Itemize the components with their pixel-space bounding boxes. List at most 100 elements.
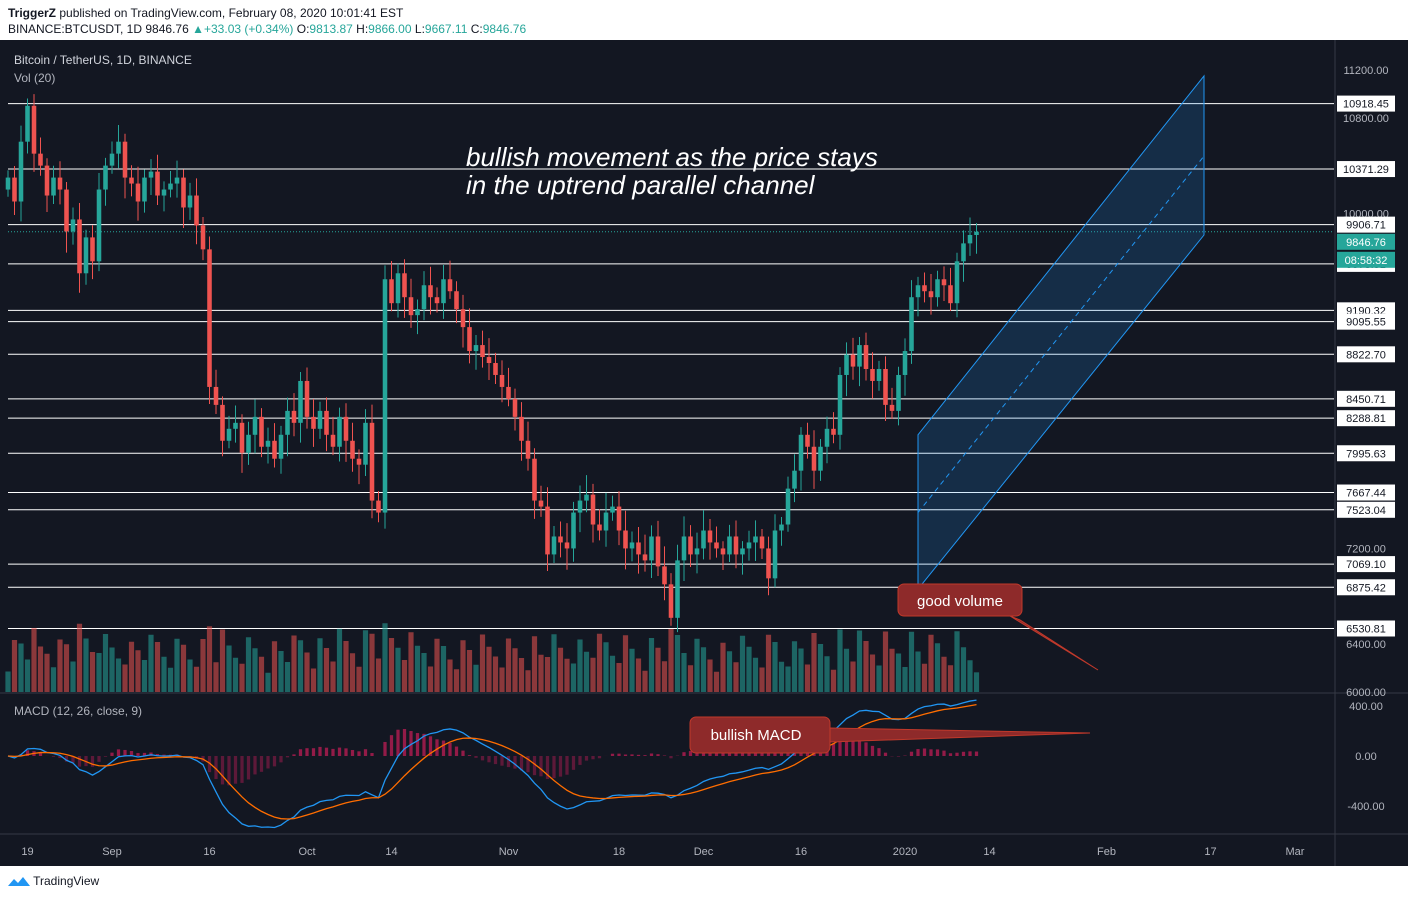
volume-bar xyxy=(583,651,590,692)
volume-bar xyxy=(161,656,167,692)
candle-body xyxy=(467,327,472,352)
volume-bar xyxy=(934,643,941,692)
volume-bar xyxy=(31,628,37,692)
published-text: published on TradingView.com, February 0… xyxy=(59,6,404,20)
volume-bar xyxy=(856,630,863,692)
candle-body xyxy=(811,446,817,471)
price-chart[interactable]: 11200.0010800.0010000.007200.006400.0060… xyxy=(0,40,1408,866)
price-change: +33.03 (+0.34%) xyxy=(204,22,294,36)
candle-body xyxy=(304,380,310,417)
volume-bar xyxy=(44,653,50,692)
volume-bar xyxy=(551,634,557,692)
volume-bar xyxy=(271,641,278,692)
volume-bar xyxy=(752,657,759,692)
level-price-label-bg xyxy=(1337,390,1395,407)
candle-body xyxy=(38,153,43,166)
volume-bars xyxy=(5,623,980,692)
candle-body xyxy=(720,548,726,555)
volume-bar xyxy=(694,638,700,692)
brand[interactable]: TradingView xyxy=(8,874,99,888)
candle-body xyxy=(766,548,771,579)
volume-bar xyxy=(414,645,421,692)
candle-body xyxy=(226,428,232,441)
candle-body xyxy=(350,440,355,459)
candle-body xyxy=(324,410,329,435)
volume-bar xyxy=(388,638,395,692)
last-price: 9846.76 xyxy=(145,22,189,36)
volume-bar xyxy=(674,635,681,692)
candle-body xyxy=(701,530,706,549)
volume-bar xyxy=(466,650,473,692)
candle-body xyxy=(259,416,264,447)
volume-bar xyxy=(18,643,24,692)
level-price-label: 8822.70 xyxy=(1346,349,1386,361)
volume-bar xyxy=(336,628,343,692)
volume-bar xyxy=(135,650,141,692)
candle-body xyxy=(896,374,901,411)
callout-volume-text: good volume xyxy=(917,593,1003,610)
candle-body xyxy=(727,536,732,555)
channel-fill xyxy=(917,74,1205,591)
candle-body xyxy=(220,404,225,441)
volume-bar xyxy=(128,641,135,692)
level-price-label: 7667.44 xyxy=(1346,488,1386,500)
candle-body xyxy=(265,440,271,447)
candle-body xyxy=(77,219,82,274)
volume-bar xyxy=(967,660,973,692)
volume-bar xyxy=(323,648,330,692)
candle-body xyxy=(642,554,648,561)
level-price-label-bg xyxy=(1337,410,1395,427)
volume-bar xyxy=(213,662,219,692)
candle-body xyxy=(213,386,219,405)
volume-bar xyxy=(278,651,284,692)
candle-body xyxy=(285,410,290,435)
volume-bar xyxy=(167,667,174,692)
volume-bar xyxy=(720,642,726,692)
candle-body xyxy=(935,279,940,298)
volume-bar xyxy=(395,647,401,692)
volume-bar xyxy=(603,642,609,692)
open-value: 9813.87 xyxy=(309,22,353,36)
candle-body xyxy=(649,536,654,561)
candle-body xyxy=(941,279,947,286)
volume-bar xyxy=(765,634,772,692)
candle-body xyxy=(311,416,316,429)
level-price-label-bg xyxy=(1337,501,1395,518)
volume-bar xyxy=(713,671,720,692)
level-price-label-bg xyxy=(1337,161,1395,178)
author-name[interactable]: TriggerZ xyxy=(8,6,57,20)
volume-bar xyxy=(733,662,739,692)
candle-body xyxy=(330,434,336,447)
candle-body xyxy=(928,291,934,298)
volume-bar xyxy=(122,664,128,692)
volume-bar xyxy=(746,646,752,692)
chart-area[interactable]: 11200.00 10800.00 10000.00 7200.00 6400.00 60… xyxy=(0,40,1408,866)
candle-body xyxy=(337,416,342,447)
volume-bar xyxy=(811,633,817,692)
candle-body xyxy=(629,542,635,549)
candle-body xyxy=(948,285,953,304)
volume-bar xyxy=(739,635,746,692)
volume-bar xyxy=(824,656,830,692)
volume-bar xyxy=(265,672,271,692)
annotation-text-2: in the uptrend parallel channel xyxy=(466,170,816,200)
candle-body xyxy=(863,345,869,369)
volume-bar xyxy=(369,633,375,692)
volume-bar xyxy=(538,654,544,692)
volume-bar xyxy=(453,669,460,692)
candle-body xyxy=(857,345,862,367)
volume-bar xyxy=(928,634,934,692)
candle-body xyxy=(785,488,791,525)
time-tick-label: 2020 xyxy=(893,846,917,858)
volume-bar xyxy=(349,653,356,692)
volume-bar xyxy=(817,644,824,692)
volume-bar xyxy=(557,647,564,692)
candle-body xyxy=(57,177,63,190)
volume-bar xyxy=(622,635,629,692)
volume-bar xyxy=(629,648,635,692)
volume-bar xyxy=(642,670,648,692)
candle-body xyxy=(883,368,888,405)
volume-bar xyxy=(50,667,57,692)
symbol-label: BINANCE:BTCUSDT, 1D xyxy=(8,22,143,36)
close-label: C: xyxy=(470,22,483,36)
